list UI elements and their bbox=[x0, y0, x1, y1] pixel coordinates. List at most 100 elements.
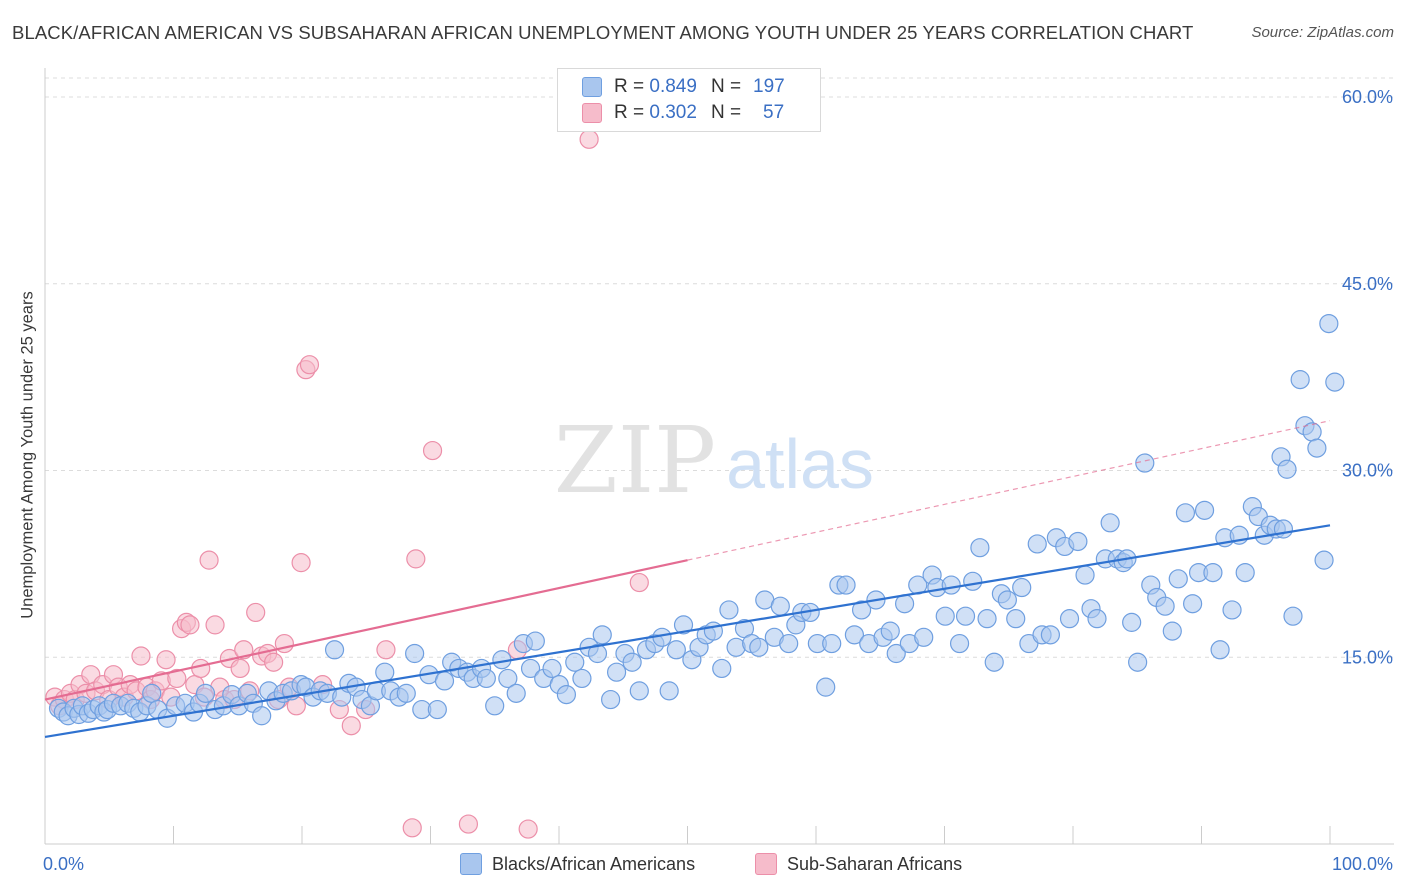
data-point-black bbox=[1307, 438, 1327, 458]
data-point-black bbox=[1222, 600, 1242, 620]
legend-row-subsaharan: R = 0.302 N = 57 bbox=[582, 101, 784, 125]
y-tick-label: 45.0% bbox=[1342, 274, 1393, 294]
data-point-black bbox=[324, 640, 345, 660]
data-point-black bbox=[970, 538, 990, 558]
data-point-black bbox=[556, 684, 577, 705]
data-point-black bbox=[659, 681, 679, 701]
data-point-black bbox=[142, 683, 162, 703]
data-point-black bbox=[1314, 550, 1334, 570]
chart-title: BLACK/AFRICAN AMERICAN VS SUBSAHARAN AFR… bbox=[12, 22, 1194, 43]
data-point-black bbox=[949, 633, 970, 654]
bottom-legend-swatch-blue bbox=[460, 853, 482, 875]
data-point-black bbox=[1087, 609, 1107, 629]
data-point-black bbox=[1319, 313, 1339, 334]
bottom-legend-label: Sub-Saharan Africans bbox=[787, 853, 963, 874]
data-point-black bbox=[1122, 612, 1142, 632]
data-point-black bbox=[1019, 633, 1039, 654]
data-point-sub-saharan bbox=[422, 440, 443, 461]
data-point-black bbox=[1283, 606, 1303, 626]
data-point-black bbox=[1273, 519, 1294, 539]
correlation-legend: R = 0.849 N = 197 R = 0.302 N = 57 bbox=[557, 68, 821, 132]
data-point-sub-saharan bbox=[234, 640, 254, 660]
bottom-legend-black[interactable]: Blacks/African Americans bbox=[460, 852, 695, 876]
data-point-black bbox=[485, 696, 505, 716]
data-point-black bbox=[506, 683, 526, 703]
data-point-black bbox=[1040, 625, 1060, 645]
data-point-black bbox=[880, 621, 900, 641]
data-point-black bbox=[525, 631, 545, 651]
data-point-black bbox=[997, 590, 1017, 610]
data-point-black bbox=[673, 615, 694, 635]
data-point-black bbox=[816, 677, 836, 697]
data-point-black bbox=[1235, 562, 1255, 583]
x-tick-label: 0.0% bbox=[43, 854, 84, 874]
data-point-sub-saharan bbox=[167, 668, 187, 689]
legend-row-black: R = 0.849 N = 197 bbox=[582, 75, 785, 99]
data-point-black bbox=[1168, 569, 1188, 589]
data-point-black bbox=[1075, 565, 1095, 585]
data-point-black bbox=[375, 662, 395, 682]
tick-labels: 15.0% 30.0% 45.0% 60.0% 0.0% 100.0% bbox=[43, 87, 1393, 874]
data-point-black bbox=[1027, 534, 1047, 554]
data-point-sub-saharan bbox=[191, 658, 211, 679]
data-point-sub-saharan bbox=[402, 818, 422, 838]
series-black-points bbox=[48, 313, 1345, 728]
data-point-sub-saharan bbox=[291, 553, 311, 573]
data-point-sub-saharan bbox=[458, 814, 479, 834]
bottom-legend-subsaharan[interactable]: Sub-Saharan Africans bbox=[755, 852, 962, 876]
x-tick-label: 100.0% bbox=[1332, 854, 1393, 874]
data-point-black bbox=[427, 699, 447, 720]
legend-n-label: N = bbox=[710, 102, 742, 123]
legend-r-label: R = bbox=[614, 102, 645, 123]
data-point-black bbox=[1068, 531, 1088, 552]
data-point-black bbox=[592, 625, 612, 645]
source-label: Source: ZipAtlas.com bbox=[1251, 24, 1394, 41]
watermark-atlas: atlas bbox=[726, 425, 874, 503]
legend-swatch-blue bbox=[582, 77, 602, 97]
data-point-sub-saharan bbox=[205, 615, 225, 635]
y-tick-label: 30.0% bbox=[1342, 461, 1393, 481]
data-point-sub-saharan bbox=[180, 615, 200, 635]
trendline-sub-saharan bbox=[44, 559, 688, 701]
data-point-black bbox=[601, 689, 621, 710]
data-point-black bbox=[844, 625, 865, 645]
data-point-black bbox=[542, 658, 562, 679]
trendline-black bbox=[44, 524, 1331, 739]
data-point-black bbox=[836, 575, 856, 595]
data-point-black bbox=[1059, 609, 1080, 629]
trend-lines bbox=[44, 420, 1331, 739]
data-point-black bbox=[1277, 459, 1297, 479]
data-point-black bbox=[977, 609, 997, 629]
data-point-black bbox=[822, 633, 842, 654]
data-point-black bbox=[749, 637, 769, 657]
data-point-black bbox=[941, 575, 961, 595]
data-point-black bbox=[434, 671, 455, 691]
data-point-sub-saharan bbox=[629, 572, 649, 593]
data-point-black bbox=[666, 640, 686, 660]
data-point-black bbox=[405, 643, 425, 664]
data-point-sub-saharan bbox=[264, 652, 284, 672]
data-point-black bbox=[1155, 596, 1175, 616]
y-tick-label: 60.0% bbox=[1342, 87, 1393, 107]
data-point-black bbox=[955, 606, 976, 626]
data-point-sub-saharan bbox=[199, 550, 219, 570]
data-point-black bbox=[1325, 372, 1345, 392]
data-point-black bbox=[1012, 577, 1032, 598]
legend-r-label: R = bbox=[614, 76, 645, 97]
bottom-legend-swatch-pink bbox=[755, 853, 777, 875]
data-point-sub-saharan bbox=[406, 549, 426, 569]
data-point-black bbox=[252, 706, 272, 726]
data-point-black bbox=[565, 652, 585, 672]
data-point-sub-saharan bbox=[341, 716, 361, 736]
data-point-black bbox=[1203, 562, 1223, 583]
data-point-black bbox=[886, 643, 906, 664]
data-point-black bbox=[572, 668, 592, 689]
data-point-black bbox=[914, 627, 934, 647]
data-point-black bbox=[851, 600, 872, 620]
data-point-black bbox=[498, 668, 518, 689]
data-point-black bbox=[606, 662, 627, 682]
data-point-sub-saharan bbox=[518, 819, 538, 839]
trendline-sub-saharan-extension bbox=[687, 420, 1331, 561]
data-point-black bbox=[195, 683, 216, 703]
